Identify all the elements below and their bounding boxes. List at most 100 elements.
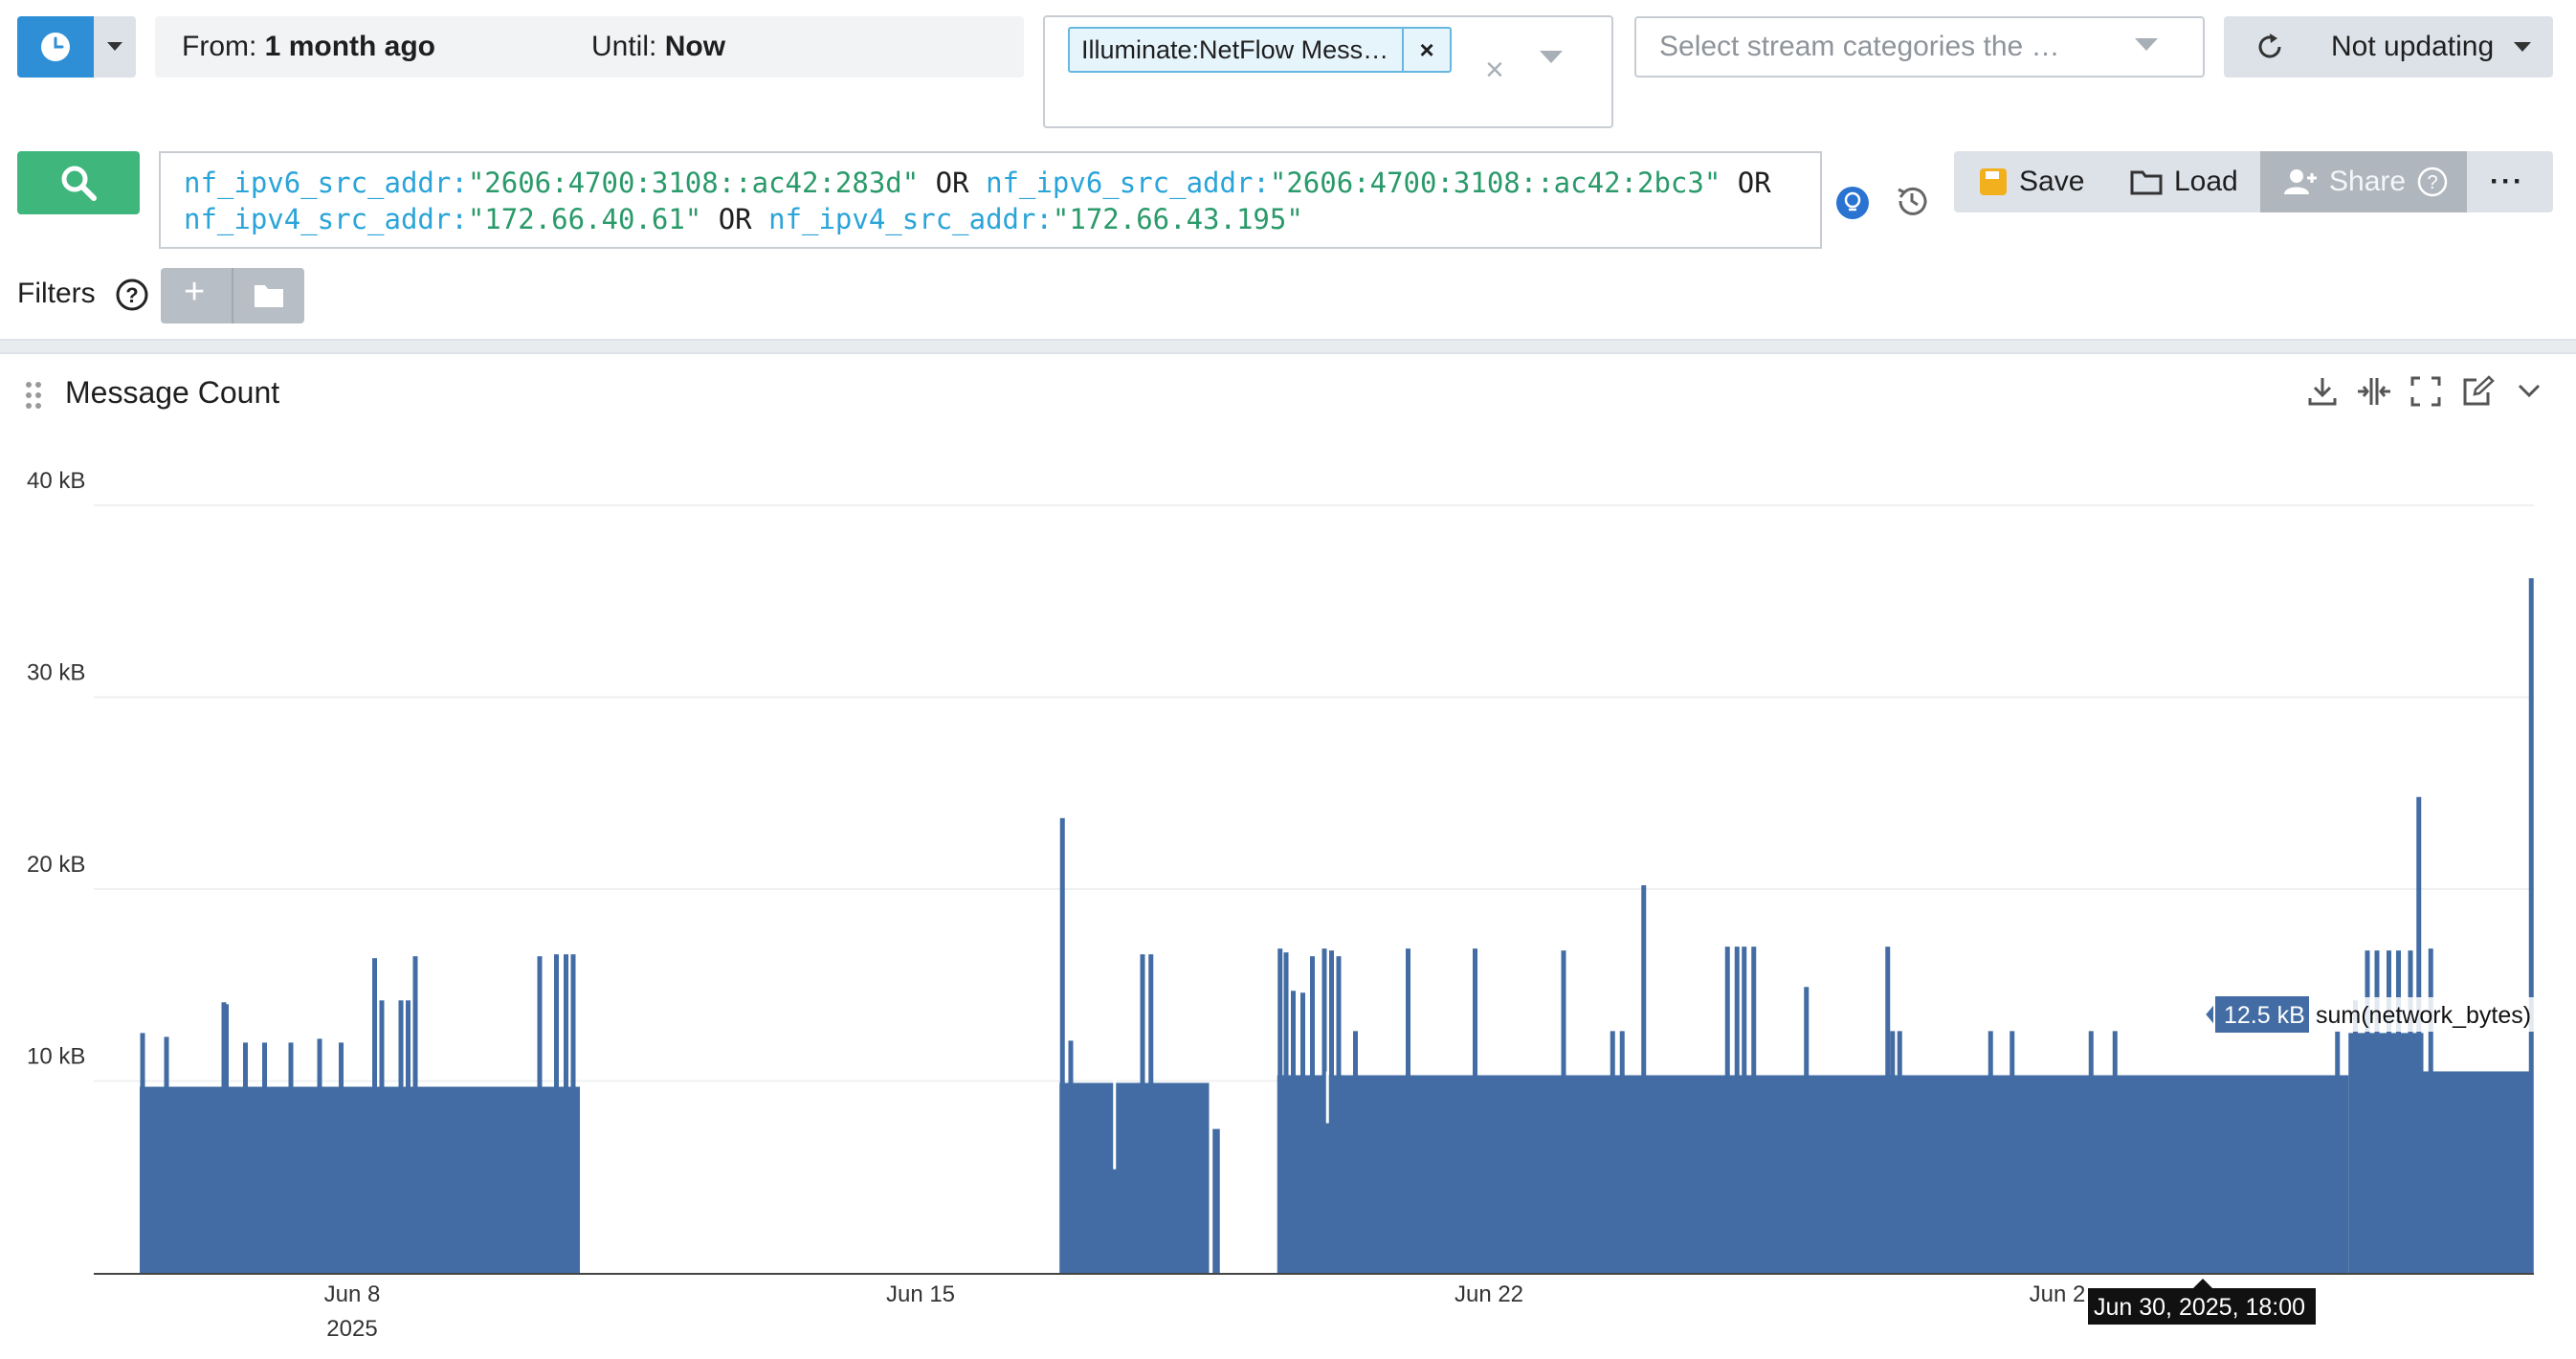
fullscreen-icon[interactable]: [2409, 375, 2442, 408]
bar: [339, 1042, 344, 1273]
refresh-control[interactable]: Not updating: [2224, 16, 2553, 78]
refresh-icon: [2258, 33, 2281, 58]
folder-icon: [2130, 170, 2163, 195]
remove-stream-button[interactable]: ×: [1402, 29, 1450, 71]
bar: [2365, 950, 2370, 1273]
bar: [1610, 1031, 1615, 1273]
stream-tag: Illuminate:NetFlow Mess… ×: [1068, 27, 1453, 73]
bar-dip: [1113, 1071, 1117, 1170]
bar: [2112, 1031, 2118, 1273]
more-actions-button[interactable]: ···: [2490, 166, 2524, 197]
bar: [1068, 1040, 1074, 1273]
time-tooltip-pointer: [2193, 1279, 2212, 1288]
svg-text:?: ?: [2428, 172, 2438, 193]
bar: [140, 1033, 145, 1273]
bar: [1751, 947, 1757, 1273]
bar: [398, 1000, 404, 1273]
tooltip-series: sum(network_bytes): [2316, 1002, 2531, 1029]
add-user-icon: [2284, 169, 2317, 194]
share-button[interactable]: Share ?: [2260, 151, 2467, 212]
bar: [1291, 991, 1296, 1273]
time-tooltip-label: Jun 30, 2025, 18:00: [2094, 1294, 2305, 1321]
bar: [1059, 817, 1065, 1273]
bar: [1277, 948, 1283, 1273]
query-hint-icon[interactable]: [1835, 186, 1870, 220]
search-button[interactable]: [17, 151, 140, 214]
bar: [537, 956, 543, 1273]
bar: [2353, 1000, 2358, 1273]
add-filter-button[interactable]: +: [184, 272, 206, 312]
save-button[interactable]: Save: [1979, 151, 2084, 212]
bar: [1619, 1031, 1625, 1273]
until-label: Until: Now: [591, 31, 726, 62]
tooltip-series-box: [2312, 997, 2559, 1032]
time-range-button[interactable]: [17, 16, 94, 78]
bar: [2528, 578, 2534, 1273]
y-tick-label: 30 kB: [27, 660, 85, 686]
stream-categories-select[interactable]: Select stream categories the …: [1634, 16, 2205, 78]
search-query-input[interactable]: nf_ipv6_src_addr:"2606:4700:3108::ac42:2…: [159, 151, 1822, 249]
time-range-dropdown[interactable]: [94, 16, 136, 78]
bar: [1353, 1031, 1358, 1273]
x-tick-label: Jun 15: [886, 1281, 955, 1307]
time-tooltip-box: [2088, 1288, 2316, 1325]
stream-selector[interactable]: Illuminate:NetFlow Mess… × ×: [1043, 15, 1613, 128]
bar: [243, 1042, 248, 1273]
bar-segment: [1277, 1075, 2349, 1273]
bar: [2374, 950, 2380, 1273]
stream-tag-label: Illuminate:NetFlow Mess…: [1081, 34, 1389, 64]
bar: [564, 954, 568, 1273]
caret-down-icon: [2514, 42, 2531, 52]
drag-handle-icon[interactable]: [25, 381, 42, 410]
chevron-down-icon[interactable]: [2517, 383, 2542, 400]
bar: [1804, 987, 1810, 1273]
bar: [1406, 948, 1410, 1273]
clear-streams-icon[interactable]: ×: [1485, 52, 1504, 88]
categories-placeholder: Select stream categories the …: [1659, 31, 2060, 62]
bar: [1742, 947, 1747, 1273]
help-icon[interactable]: ?: [115, 278, 149, 312]
bar: [1336, 956, 1342, 1273]
bar: [2396, 950, 2401, 1273]
query-history-icon[interactable]: [1893, 182, 1931, 220]
caret-down-icon[interactable]: [1539, 50, 1564, 65]
bar: [570, 954, 576, 1273]
help-icon: ?: [2417, 167, 2448, 197]
bar: [372, 958, 377, 1273]
caret-down-icon: [2135, 38, 2158, 51]
x-year-label: 2025: [326, 1316, 377, 1340]
folder-icon[interactable]: [253, 282, 285, 309]
bar: [317, 1038, 322, 1273]
expand-horizontal-icon[interactable]: [2356, 375, 2392, 408]
download-icon[interactable]: [2306, 375, 2339, 408]
message-count-chart: 40 kB 30 kB 20 kB 10 kB Jun 8 Jun 15 Jun 22 Jun…: [27, 468, 2559, 1340]
bar: [1310, 956, 1315, 1273]
clock-icon: [41, 33, 70, 61]
save-icon: [1980, 168, 2007, 195]
bar: [1140, 954, 1145, 1273]
bar: [2010, 1031, 2015, 1273]
bar-segment: [1059, 1082, 1210, 1273]
x-tick-label: Jun 2: [2030, 1281, 2086, 1307]
y-tick-label: 10 kB: [27, 1044, 85, 1070]
filter-buttons: +: [161, 268, 304, 323]
load-button[interactable]: Load: [2130, 151, 2238, 212]
bar: [1473, 948, 1477, 1273]
bar-segment: [2423, 1071, 2531, 1273]
bar: [1890, 1031, 1896, 1273]
bar: [1885, 947, 1891, 1273]
svg-text:?: ?: [125, 283, 138, 307]
tooltip-pointer: [2203, 1000, 2215, 1029]
edit-icon[interactable]: [2461, 375, 2496, 408]
bar: [164, 1036, 169, 1273]
bar: [2088, 1031, 2094, 1273]
bar: [1300, 992, 1305, 1273]
bar: [406, 1000, 411, 1273]
search-actions-toolbar: Save Load Share ? ···: [1954, 151, 2553, 212]
bar: [1897, 1031, 1902, 1273]
message-count-widget: Message Count 40 kB 30 kB 20 kB 10 kB Jun 8 J…: [0, 352, 2576, 1359]
bar: [2428, 948, 2433, 1273]
time-range-display[interactable]: From: 1 month ago Until: Now: [155, 16, 1024, 78]
bar: [224, 1004, 229, 1273]
bar: [1321, 948, 1327, 1273]
